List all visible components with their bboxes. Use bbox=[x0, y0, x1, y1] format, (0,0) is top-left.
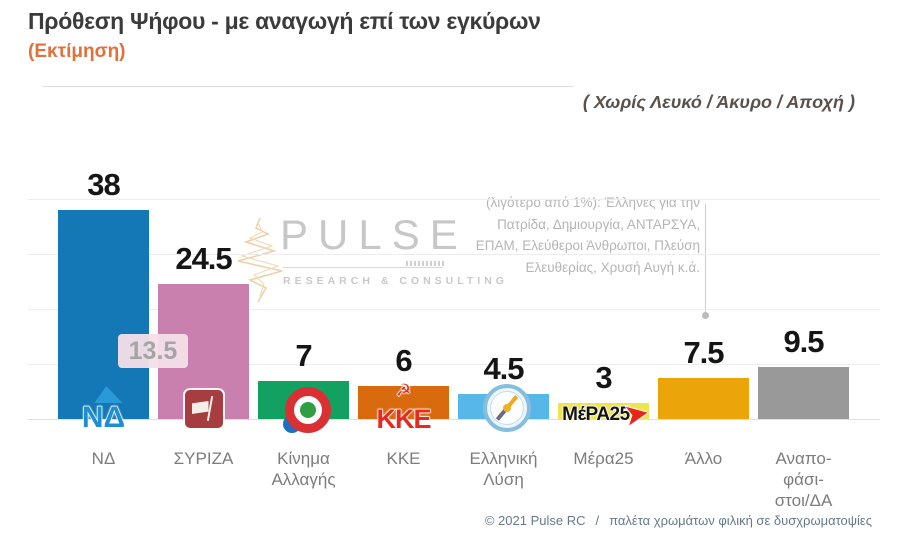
bar-nd bbox=[58, 210, 149, 419]
category-label-anapofasistoi-da-line-3: στοι/ΔΑ bbox=[774, 491, 833, 510]
pulse-watermark-tagline: RESEARCH & CONSULTING bbox=[283, 275, 508, 287]
basis-note: ( Χωρίς Λευκό / Άκυρο / Αποχή ) bbox=[582, 92, 855, 112]
annotation-line-1: (λιγότερο από 1%): Έλληνες για την bbox=[485, 195, 700, 210]
kke-logo: ☭ ΚΚΕ bbox=[374, 381, 434, 435]
mera25-arrow-icon: ➤ bbox=[620, 395, 652, 433]
syriza-flag-shape bbox=[191, 401, 209, 414]
value-label-mera25: 3 bbox=[595, 360, 612, 395]
compass-center-dot bbox=[502, 404, 511, 412]
value-label-nd: 38 bbox=[87, 167, 120, 202]
annotation-line-3: ΕΠΑΜ, Ελεύθεροι Άνθρωποι, Πλεύση bbox=[475, 238, 700, 253]
value-label-kke: 6 bbox=[395, 343, 412, 378]
category-label-allo: Άλλο bbox=[649, 448, 759, 469]
kke-logo-text: ΚΚΕ bbox=[376, 403, 432, 434]
kinal-green-center bbox=[299, 402, 316, 418]
footer-separator: / bbox=[595, 513, 600, 528]
footer: © 2021 Pulse RC / παλέτα χρωμάτων φιλική σ… bbox=[272, 513, 872, 528]
gridline-40 bbox=[28, 199, 880, 200]
category-label-kinima-allagis-line-2: Αλλαγής bbox=[271, 470, 336, 489]
category-label-nd-line-1: ΝΔ bbox=[91, 449, 116, 468]
syriza-logo bbox=[184, 390, 223, 428]
value-label-syriza: 24.5 bbox=[175, 241, 232, 276]
annotation-pointer-line bbox=[705, 204, 706, 314]
watermark-underline bbox=[283, 267, 443, 268]
header-divider bbox=[43, 86, 573, 87]
page-title: Πρόθεση Ψήφου - με αναγωγή επί των εγκύρ… bbox=[28, 8, 541, 34]
elliniki-lysi-compass-logo bbox=[482, 384, 531, 432]
x-axis-baseline bbox=[28, 419, 880, 420]
bar-allo bbox=[658, 378, 749, 419]
category-label-anapofasistoi-da-line-2: φάσι- bbox=[783, 470, 824, 489]
mera25-logo: ΜέΡΑ25 ➤ bbox=[554, 395, 658, 433]
bar-anapofasistoi-da bbox=[758, 367, 849, 419]
category-label-syriza-line-1: ΣΥΡΙΖΑ bbox=[173, 449, 234, 468]
value-label-elliniki-lysi: 4.5 bbox=[483, 351, 524, 386]
bar-kke bbox=[358, 386, 449, 419]
category-label-kke-line-1: ΚΚΕ bbox=[386, 449, 421, 468]
kinal-logo bbox=[282, 387, 331, 433]
mera25-logo-text: ΜέΡΑ25 bbox=[562, 403, 631, 425]
category-label-kinima-allagis-line-1: Κίνημα bbox=[277, 449, 330, 468]
category-label-nd: ΝΔ bbox=[49, 448, 159, 469]
gridline-20 bbox=[28, 309, 880, 310]
category-label-kinima-allagis: Κίνημα Αλλαγής bbox=[249, 448, 359, 490]
difference-badge: 13.5 bbox=[118, 334, 188, 368]
category-label-elliniki-lysi: Ελληνική Λύση bbox=[449, 448, 559, 490]
watermark-ticks bbox=[406, 261, 444, 266]
category-label-elliniki-lysi-line-2: Λύση bbox=[483, 470, 524, 489]
category-label-syriza: ΣΥΡΙΖΑ bbox=[149, 448, 259, 469]
small-parties-annotation: (λιγότερο από 1%): Έλληνες για την Πατρί… bbox=[430, 192, 700, 278]
annotation-line-4: Ελευθερίας, Χρυσή Αυγή κ.ά. bbox=[525, 259, 700, 275]
palette-note: παλέτα χρωμάτων φιλική σε δυσχρωματοψίες bbox=[609, 513, 872, 528]
nd-logo-text: ΝΔ bbox=[81, 401, 126, 434]
category-label-mera25-line-1: Μέρα25 bbox=[573, 449, 634, 468]
nd-logo: ΝΔ bbox=[71, 386, 137, 434]
value-label-kinima-allagis: 7 bbox=[295, 338, 312, 373]
category-label-elliniki-lysi-line-1: Ελληνική bbox=[469, 449, 538, 468]
value-label-anapofasistoi-da: 9.5 bbox=[783, 324, 824, 359]
category-label-kke: ΚΚΕ bbox=[349, 448, 459, 469]
value-label-allo: 7.5 bbox=[683, 335, 724, 370]
copyright-text: © 2021 Pulse RC bbox=[484, 513, 586, 528]
annotation-line-2: Πατρίδα, Δημιουργία, ΑΝΤΑΡΣΥΑ, bbox=[497, 216, 700, 232]
hammer-sickle-icon: ☭ bbox=[395, 381, 412, 400]
subtitle-estimate: (Εκτίμηση) bbox=[28, 41, 126, 62]
category-label-anapofasistoi-da: Αναπο-φάσι-στοι/ΔΑ bbox=[749, 448, 859, 511]
annotation-pointer-dot bbox=[702, 312, 709, 319]
gridline-30 bbox=[28, 254, 880, 255]
pulse-watermark-name: PULSE bbox=[280, 211, 468, 258]
pulse-ecg-icon bbox=[237, 218, 283, 302]
category-label-allo-line-1: Άλλο bbox=[684, 449, 723, 468]
category-label-anapofasistoi-da-line-1: Αναπο- bbox=[775, 449, 832, 468]
category-label-mera25: Μέρα25 bbox=[549, 448, 659, 469]
bar-mera25 bbox=[558, 403, 649, 419]
gridline-10 bbox=[28, 364, 880, 365]
